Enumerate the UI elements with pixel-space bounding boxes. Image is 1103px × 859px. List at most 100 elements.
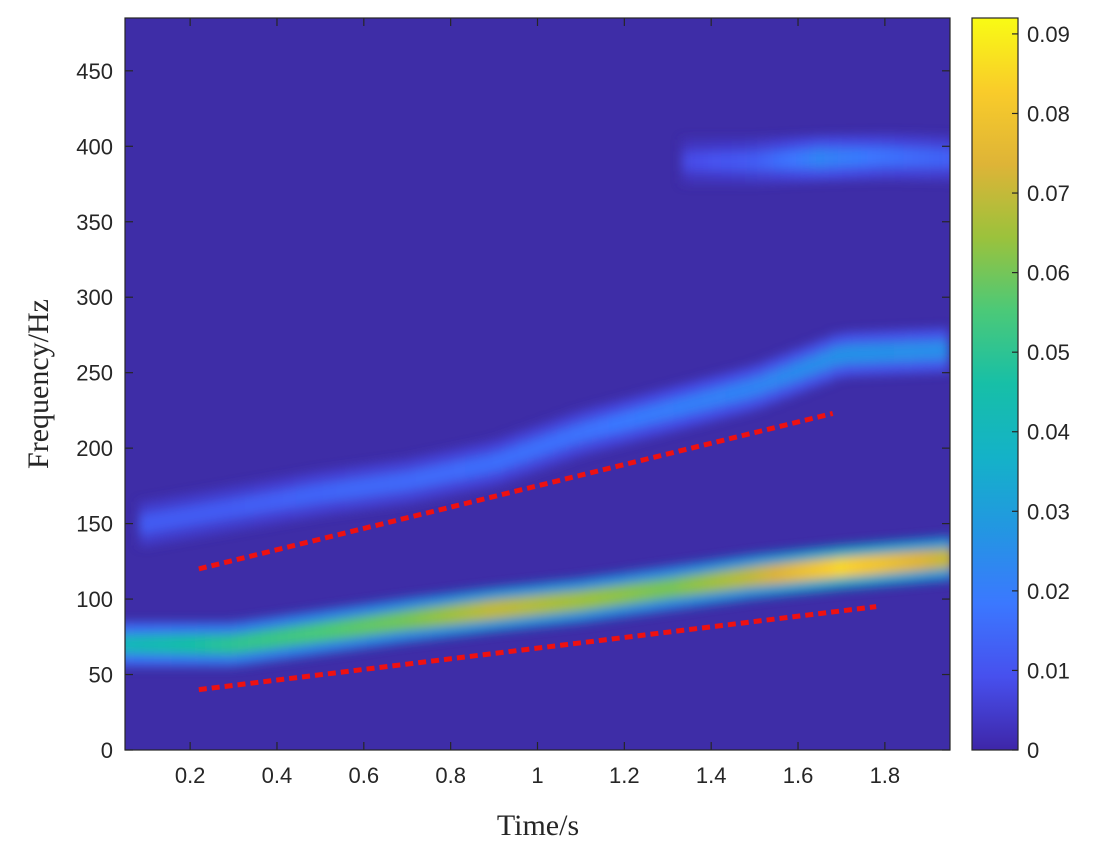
heat-cell <box>464 457 480 478</box>
annotation-dashed-line-1 <box>198 411 834 572</box>
heat-cell <box>886 553 902 574</box>
colorbar-tick-label: 0.06 <box>1027 261 1070 286</box>
heat-cell <box>217 500 233 521</box>
heat-cell <box>929 148 945 169</box>
x-axis: 0.2 0.4 0.6 0.8 1 1.2 1.4 1.6 1.8 <box>175 18 900 788</box>
colorbar-tick-label: 0.02 <box>1027 579 1070 604</box>
heat-cell <box>573 590 589 611</box>
heat-cell <box>586 588 602 609</box>
heat-cell <box>747 151 763 172</box>
heat-cell <box>794 561 810 582</box>
heat-cell <box>903 147 919 168</box>
y-tick-label: 100 <box>76 587 113 612</box>
heat-cell <box>842 344 858 365</box>
heat-cell <box>820 558 836 579</box>
y-tick-label: 450 <box>76 59 113 84</box>
heat-cell <box>833 557 849 578</box>
heat-cell <box>165 509 181 530</box>
heat-cell <box>738 380 754 401</box>
colorbar-tick-label: 0.08 <box>1027 101 1070 126</box>
heat-cell <box>443 604 459 625</box>
x-tick-label: 1.8 <box>870 763 901 788</box>
heat-cell <box>516 442 532 463</box>
y-tick-label: 150 <box>76 512 113 537</box>
heat-cell <box>725 383 741 404</box>
heat-cell <box>378 613 394 634</box>
heat-cell <box>677 576 693 597</box>
x-tick-label: 1.2 <box>609 763 640 788</box>
heat-cell <box>569 424 585 445</box>
heat-cell <box>920 340 936 361</box>
heat-cell <box>438 463 454 484</box>
heat-cell <box>451 460 467 481</box>
heat-cell <box>777 366 793 387</box>
heat-cell <box>708 151 724 172</box>
colorbar-tick-label: 0.04 <box>1027 420 1070 445</box>
heat-cell <box>612 585 628 606</box>
colorbar-tick-label: 0.05 <box>1027 340 1070 365</box>
heat-cell <box>156 634 172 655</box>
heat-cell <box>734 151 750 172</box>
heat-cell <box>621 410 637 431</box>
heat-cell <box>456 603 472 624</box>
y-tick-label: 250 <box>76 361 113 386</box>
heat-cell <box>386 473 402 494</box>
heat-cell <box>399 471 415 492</box>
heat-cell <box>404 609 420 630</box>
heat-cell <box>286 625 302 646</box>
heat-cell <box>933 340 949 361</box>
heat-cell <box>816 351 832 372</box>
y-axis-label: Frequency/Hz <box>22 299 55 469</box>
heat-cell <box>469 601 485 622</box>
heat-cell <box>312 622 328 643</box>
heat-cell <box>182 634 198 655</box>
plot-area <box>124 17 951 751</box>
y-tick-label: 50 <box>89 663 113 688</box>
annotation-layer <box>198 411 877 693</box>
colorbar-tick-label: 0.07 <box>1027 181 1070 206</box>
heat-cell <box>560 591 576 612</box>
heat-cell <box>638 581 654 602</box>
heat-cell <box>273 627 289 648</box>
heat-cell <box>916 147 932 168</box>
x-tick-label: 0.8 <box>435 763 466 788</box>
heat-cell <box>477 455 493 476</box>
colorbar-tick-label: 0.03 <box>1027 499 1070 524</box>
heat-cell <box>243 495 259 516</box>
heat-cell <box>373 474 389 495</box>
heat-cell <box>221 634 237 655</box>
heat-cell <box>634 407 650 428</box>
heat-cell <box>299 624 315 645</box>
heat-cell <box>660 400 676 421</box>
heat-cell <box>595 417 611 438</box>
heat-cell <box>868 343 884 364</box>
heat-cell <box>143 634 159 655</box>
heat-cell <box>412 468 428 489</box>
heat-cell <box>664 577 680 598</box>
heat-cell <box>786 149 802 170</box>
heat-cell <box>282 488 298 509</box>
x-tick-label: 0.4 <box>262 763 293 788</box>
colorbar-tick-label: 0.01 <box>1027 658 1070 683</box>
colorbar-ticks: 0 0.01 0.02 0.03 0.04 0.05 0.06 0.07 0.08 0.09 <box>1012 22 1070 763</box>
heat-cell <box>825 148 841 169</box>
heat-cell <box>751 376 767 397</box>
colorbar-tick-label: 0 <box>1027 738 1039 763</box>
y-tick-label: 200 <box>76 436 113 461</box>
heat-cell <box>699 390 715 411</box>
heat-cell <box>417 608 433 629</box>
heat-cell <box>651 579 667 600</box>
heat-cell <box>647 403 663 424</box>
heat-cell <box>760 150 776 171</box>
heat-cell <box>703 572 719 593</box>
heat-cell <box>838 147 854 168</box>
heat-cell <box>204 502 220 523</box>
heat-cell <box>260 629 276 650</box>
heat-cell <box>178 506 194 527</box>
heat-cell <box>764 371 780 392</box>
heat-cell <box>269 490 285 511</box>
heat-cell <box>125 634 133 655</box>
x-tick-label: 0.2 <box>175 763 206 788</box>
heat-cell <box>556 429 572 450</box>
